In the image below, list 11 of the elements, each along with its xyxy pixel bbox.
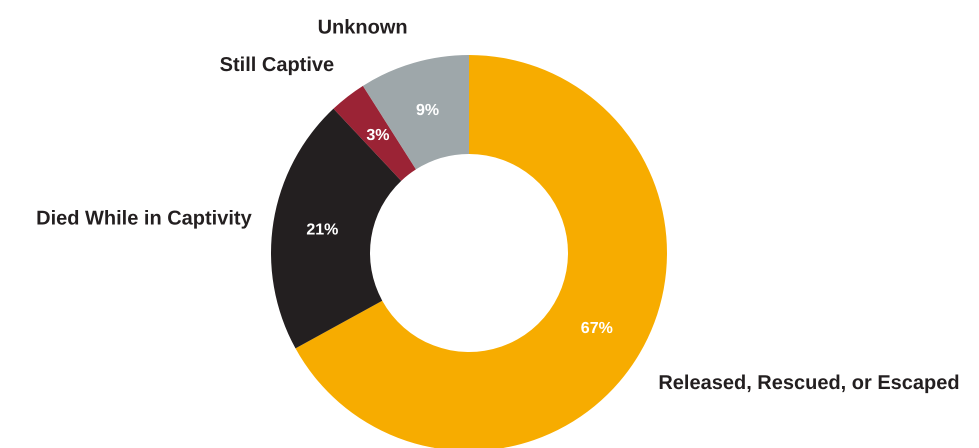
slice-label: Died While in Captivity bbox=[36, 208, 253, 230]
data-label: 21% bbox=[306, 221, 338, 238]
slice-label: Released, Rescued, or Escaped bbox=[658, 372, 960, 394]
slice-label: Still Captive bbox=[220, 54, 334, 76]
donut-slice bbox=[271, 108, 402, 348]
data-label: 3% bbox=[366, 127, 390, 144]
donut-slice bbox=[333, 86, 416, 181]
data-label: 9% bbox=[416, 102, 440, 119]
slice-label: Unknown bbox=[318, 16, 408, 39]
data-label: 67% bbox=[580, 320, 613, 338]
donut-slice bbox=[362, 55, 469, 170]
